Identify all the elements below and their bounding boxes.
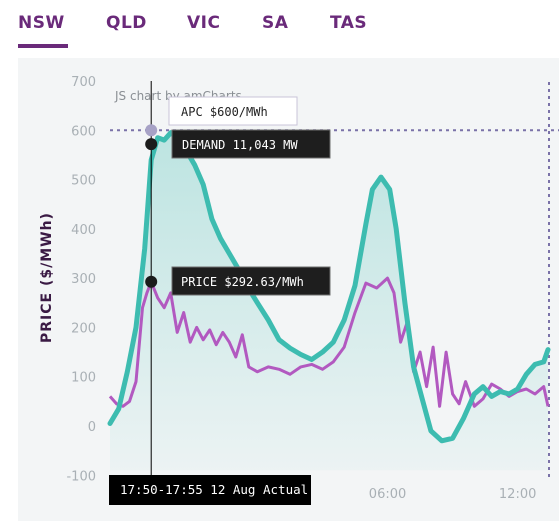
demand-area [110, 132, 548, 471]
price-marker [145, 275, 158, 288]
tab-qld[interactable]: QLD [106, 13, 147, 33]
y-tick-label: 600 [71, 124, 96, 139]
y-tick-label: -100 [66, 469, 96, 484]
price-tooltip-text: PRICE $292.63/MWh [181, 275, 304, 289]
y-tick-label: 700 [71, 75, 96, 90]
tab-nsw[interactable]: NSW [18, 13, 65, 33]
y-tick-label: 300 [71, 272, 96, 287]
y-tick-label: 400 [71, 223, 96, 238]
tab-tas[interactable]: TAS [330, 13, 368, 33]
demand-marker [145, 138, 158, 151]
y-tick-label: 500 [71, 174, 96, 189]
y-tick-label: 200 [71, 321, 96, 336]
y-axis-title: PRICE ($/MWh) [39, 212, 55, 343]
demand-tooltip: DEMAND 11,043 MW [171, 129, 331, 159]
time-tooltip: 17:50-17:55 12 Aug Actual [109, 475, 311, 505]
price-tooltip: PRICE $292.63/MWh [171, 266, 331, 296]
x-tick-label: 12:00 [499, 487, 536, 502]
y-tick-label: 100 [71, 371, 96, 386]
apc-tooltip-text: APC $600/MWh [181, 105, 268, 119]
tab-vic[interactable]: VIC [187, 13, 221, 33]
apc-tooltip: APC $600/MWh [168, 96, 298, 126]
time-tooltip-text: 17:50-17:55 12 Aug Actual [120, 482, 308, 497]
x-tick-label: 06:00 [369, 487, 406, 502]
y-tick-label: 0 [88, 420, 96, 435]
active-tab-indicator [18, 44, 68, 48]
apc-marker [145, 124, 158, 137]
demand-tooltip-text: DEMAND 11,043 MW [182, 138, 298, 152]
region-tabs: NSW QLD VIC SA TAS [0, 0, 559, 50]
y-axis-ticks: 700 600 500 400 300 200 100 0 -100 [66, 75, 96, 484]
tab-sa[interactable]: SA [262, 13, 289, 33]
price-series-line [108, 276, 550, 408]
